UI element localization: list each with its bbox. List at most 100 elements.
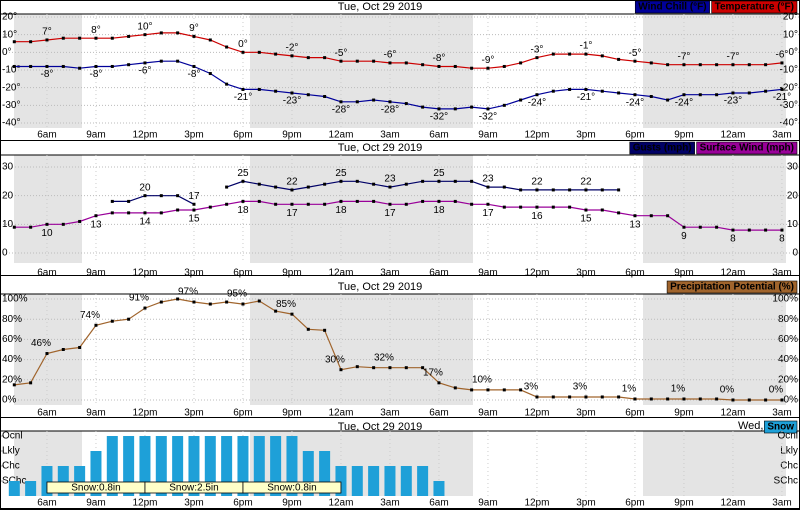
y-tick-label: Lkly [2, 446, 20, 457]
x-tick-label: 3pm [184, 268, 203, 279]
y-tick-label: 100% [2, 294, 28, 305]
data-point [617, 188, 621, 192]
x-tick-label: 12pm [524, 130, 549, 141]
data-point [715, 93, 719, 97]
data-point [355, 59, 359, 63]
data-point [633, 397, 637, 401]
data-point [551, 52, 555, 56]
data-point [551, 188, 555, 192]
value-label: -5° [629, 48, 642, 59]
data-point [388, 202, 392, 206]
y-tick-label: -20° [2, 82, 20, 93]
data-point [143, 211, 147, 215]
data-point [388, 61, 392, 65]
x-tick-label: 6pm [625, 408, 644, 419]
data-point [78, 66, 82, 70]
data-point [568, 87, 572, 91]
data-point [617, 57, 621, 61]
data-point [535, 395, 539, 399]
data-point [715, 225, 719, 229]
data-point [45, 352, 49, 356]
x-tick-label: 6pm [625, 498, 644, 509]
y-tick-label: 20° [2, 12, 17, 23]
value-label: 18 [335, 205, 347, 216]
x-tick-label: 6pm [233, 498, 252, 509]
data-point [94, 36, 98, 40]
data-point [29, 40, 33, 44]
value-label: -7° [727, 51, 740, 62]
legend-label: Surface Wind (mph) [700, 143, 794, 154]
legend-swatch [764, 420, 798, 434]
value-label: -9° [482, 55, 495, 66]
bar [237, 436, 249, 496]
data-point [649, 61, 653, 65]
y-tick-label: -20° [780, 82, 798, 93]
night-shade [14, 294, 82, 405]
panel-title: Tue, Oct 29 2019 [338, 142, 423, 154]
data-point [61, 36, 65, 40]
data-point [698, 63, 702, 67]
x-tick-label: 12am [328, 408, 353, 419]
data-point [29, 64, 33, 68]
value-label: 3% [573, 382, 588, 393]
data-point [306, 185, 310, 189]
data-point [780, 87, 784, 91]
bar [8, 481, 20, 496]
y-tick-label: Chc [2, 461, 20, 472]
data-point [715, 63, 719, 67]
series-line [14, 60, 783, 110]
data-point [159, 211, 163, 215]
bar [270, 436, 282, 496]
value-label: 46% [31, 338, 51, 349]
panel-header [0, 0, 800, 14]
data-point [306, 327, 310, 331]
data-point [339, 59, 343, 63]
x-tick-label: 6pm [625, 268, 644, 279]
data-point [764, 228, 768, 232]
value-label: -32° [479, 112, 497, 123]
value-label: 10° [137, 21, 152, 32]
data-point [584, 52, 588, 56]
bar [90, 451, 102, 496]
bar [384, 466, 396, 496]
x-tick-label: 6pm [233, 408, 252, 419]
data-point [584, 87, 588, 91]
value-label: 18 [433, 205, 445, 216]
x-tick-label: 9pm [674, 268, 693, 279]
data-point [617, 211, 621, 215]
x-tick-label: 6am [429, 268, 448, 279]
legend-label: Precipitation Potential (%) [670, 282, 794, 293]
data-point [143, 194, 147, 198]
data-point [127, 211, 131, 215]
data-point [404, 102, 408, 106]
data-point [208, 205, 212, 209]
legend-label: Gusts (mph) [633, 143, 692, 154]
value-label: 10 [41, 228, 53, 239]
x-tick-label: 3am [772, 130, 791, 141]
data-point [372, 98, 376, 102]
data-point [453, 64, 457, 68]
value-label: -8° [188, 69, 201, 80]
data-point [192, 202, 196, 206]
bar [204, 436, 216, 496]
value-label: 15 [580, 214, 592, 225]
value-label: 20 [139, 182, 151, 193]
value-label: 74% [80, 310, 100, 321]
y-tick-label: 10 [2, 219, 14, 230]
data-point [45, 38, 49, 42]
data-point [519, 205, 523, 209]
data-point [127, 34, 131, 38]
data-point [519, 188, 523, 192]
y-tick-label: 0 [2, 248, 8, 259]
data-point [78, 345, 82, 349]
data-point [290, 188, 294, 192]
data-point [192, 208, 196, 212]
data-point [290, 91, 294, 95]
data-point [143, 61, 147, 65]
value-label: -6° [776, 50, 789, 61]
x-tick-label: 12am [328, 130, 353, 141]
data-point [780, 61, 784, 65]
data-point [372, 199, 376, 203]
snow-amount-box [242, 481, 342, 494]
